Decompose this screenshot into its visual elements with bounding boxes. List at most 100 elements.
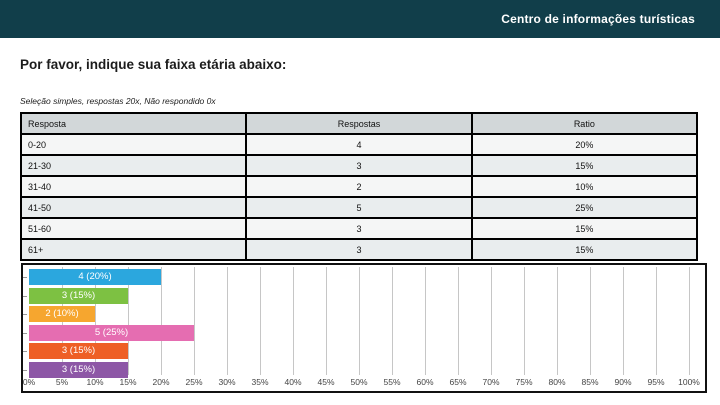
cell-ratio: 15% <box>470 154 699 177</box>
gridline <box>491 267 492 375</box>
cell-ratio: 15% <box>470 217 699 240</box>
bar-31-40: 2 (10%) <box>29 306 95 322</box>
gridline <box>260 267 261 375</box>
cell-respostas: 3 <box>245 154 473 177</box>
results-table-header: Resposta Respostas Ratio <box>19 112 699 135</box>
x-axis-tick-label: 5% <box>55 377 69 387</box>
x-axis-tick-label: 70% <box>482 377 500 387</box>
x-axis-tick-label: 0% <box>22 377 36 387</box>
cell-ratio: 15% <box>470 238 699 261</box>
cell-resposta: 51-60 <box>19 217 248 240</box>
cell-resposta: 21-30 <box>19 154 248 177</box>
table-row: 61+ 3 15% <box>19 238 699 261</box>
table-header-row: Resposta Respostas Ratio <box>19 112 699 135</box>
header-bar: Centro de informações turísticas <box>0 0 720 38</box>
bar-row-51-60: 3 (15%) <box>29 343 128 359</box>
cell-resposta: 41-50 <box>19 196 248 219</box>
chart-plot-area: 0% 5% 10% 15% 20% 25% 30% 35% 40% 45% 50% 55% 60% 65%… <box>23 265 705 391</box>
y-axis-tick <box>23 314 27 315</box>
bar-41-50: 5 (25%) <box>29 324 194 341</box>
table-row: 31-40 2 10% <box>19 175 699 198</box>
cell-ratio: 20% <box>470 133 699 156</box>
cell-resposta: 31-40 <box>19 175 248 198</box>
column-header-ratio: Ratio <box>470 112 699 135</box>
bar-21-30: 3 (15%) <box>29 287 128 304</box>
gridline <box>557 267 558 375</box>
gridline <box>392 267 393 375</box>
x-axis-tick-label: 50% <box>350 377 368 387</box>
bar-chart: 0% 5% 10% 15% 20% 25% 30% 35% 40% 45% 50% 55% 60% 65%… <box>21 263 707 393</box>
table-row: 51-60 3 15% <box>19 217 699 240</box>
y-axis-tick <box>23 332 27 334</box>
column-header-respostas: Respostas <box>245 112 473 135</box>
x-axis-tick-label: 25% <box>185 377 203 387</box>
gridline <box>425 267 426 375</box>
y-axis-tick <box>23 277 27 278</box>
cell-ratio: 10% <box>470 175 699 198</box>
gridline <box>524 267 525 375</box>
table-row: 21-30 3 15% <box>19 154 699 177</box>
x-axis-tick-label: 60% <box>416 377 434 387</box>
gridline <box>227 267 228 375</box>
x-axis-tick-label: 90% <box>614 377 632 387</box>
question-meta: Seleção simples, respostas 20x, Não resp… <box>20 96 216 106</box>
gridline <box>359 267 360 375</box>
x-axis-tick-label: 15% <box>119 377 137 387</box>
x-axis-tick-label: 75% <box>515 377 533 387</box>
x-axis-tick-label: 30% <box>218 377 236 387</box>
table-row: 0-20 4 20% <box>19 133 699 156</box>
x-axis-tick-label: 20% <box>152 377 170 387</box>
bar-value-label: 5 (25%) <box>94 326 129 338</box>
y-axis-tick <box>23 351 27 352</box>
gridline <box>623 267 624 375</box>
bar-value-label: 2 (10%) <box>45 308 79 319</box>
gridline <box>326 267 327 375</box>
cell-resposta: 61+ <box>19 238 248 261</box>
bar-51-60: 3 (15%) <box>29 343 128 359</box>
gridline <box>95 267 96 375</box>
bar-value-label: 4 (20%) <box>78 271 112 282</box>
cell-respostas: 3 <box>245 238 473 261</box>
bar-0-20: 4 (20%) <box>29 269 161 285</box>
gridline <box>689 267 690 375</box>
x-axis-tick-label: 35% <box>251 377 269 387</box>
bar-row-21-30: 3 (15%) <box>29 287 128 304</box>
bar-61+: 3 (15%) <box>29 361 128 378</box>
gridline <box>161 267 162 375</box>
column-header-resposta: Resposta <box>19 112 248 135</box>
x-axis-tick-label: 95% <box>647 377 665 387</box>
gridline <box>293 267 294 375</box>
bar-value-label: 3 (15%) <box>61 363 96 375</box>
y-axis-tick <box>23 295 27 297</box>
bar-row-41-50: 5 (25%) <box>29 324 194 341</box>
x-axis-tick-label: 40% <box>284 377 302 387</box>
results-table: Resposta Respostas Ratio 0-20 4 20% 21-30 3 1… <box>19 112 699 261</box>
bar-row-61+: 3 (15%) <box>29 361 128 378</box>
cell-ratio: 25% <box>470 196 699 219</box>
cell-respostas: 5 <box>245 196 473 219</box>
cell-respostas: 3 <box>245 217 473 240</box>
x-axis-tick-label: 45% <box>317 377 335 387</box>
results-table-body: 0-20 4 20% 21-30 3 15% 31-40 2 10% 41-50 5 25% 51-60… <box>19 133 699 261</box>
gridline <box>128 267 129 375</box>
x-axis-tick-label: 65% <box>449 377 467 387</box>
bar-value-label: 3 (15%) <box>61 289 96 301</box>
x-axis-tick-label: 55% <box>383 377 401 387</box>
gridline <box>458 267 459 375</box>
cell-respostas: 4 <box>245 133 473 156</box>
bar-row-31-40: 2 (10%) <box>29 306 95 322</box>
bar-row-0-20: 4 (20%) <box>29 269 161 285</box>
x-axis-tick-label: 10% <box>86 377 104 387</box>
x-axis-tick-label: 80% <box>548 377 566 387</box>
question-heading: Por favor, indique sua faixa etária abai… <box>20 57 287 72</box>
cell-resposta: 0-20 <box>19 133 248 156</box>
gridline <box>194 267 195 375</box>
y-axis-tick <box>23 369 27 371</box>
table-row: 41-50 5 25% <box>19 196 699 219</box>
gridline <box>656 267 657 375</box>
x-axis-tick-label: 100% <box>678 377 700 387</box>
bar-value-label: 3 (15%) <box>61 345 96 356</box>
cell-respostas: 2 <box>245 175 473 198</box>
x-axis-tick-label: 85% <box>581 377 599 387</box>
gridline <box>590 267 591 375</box>
